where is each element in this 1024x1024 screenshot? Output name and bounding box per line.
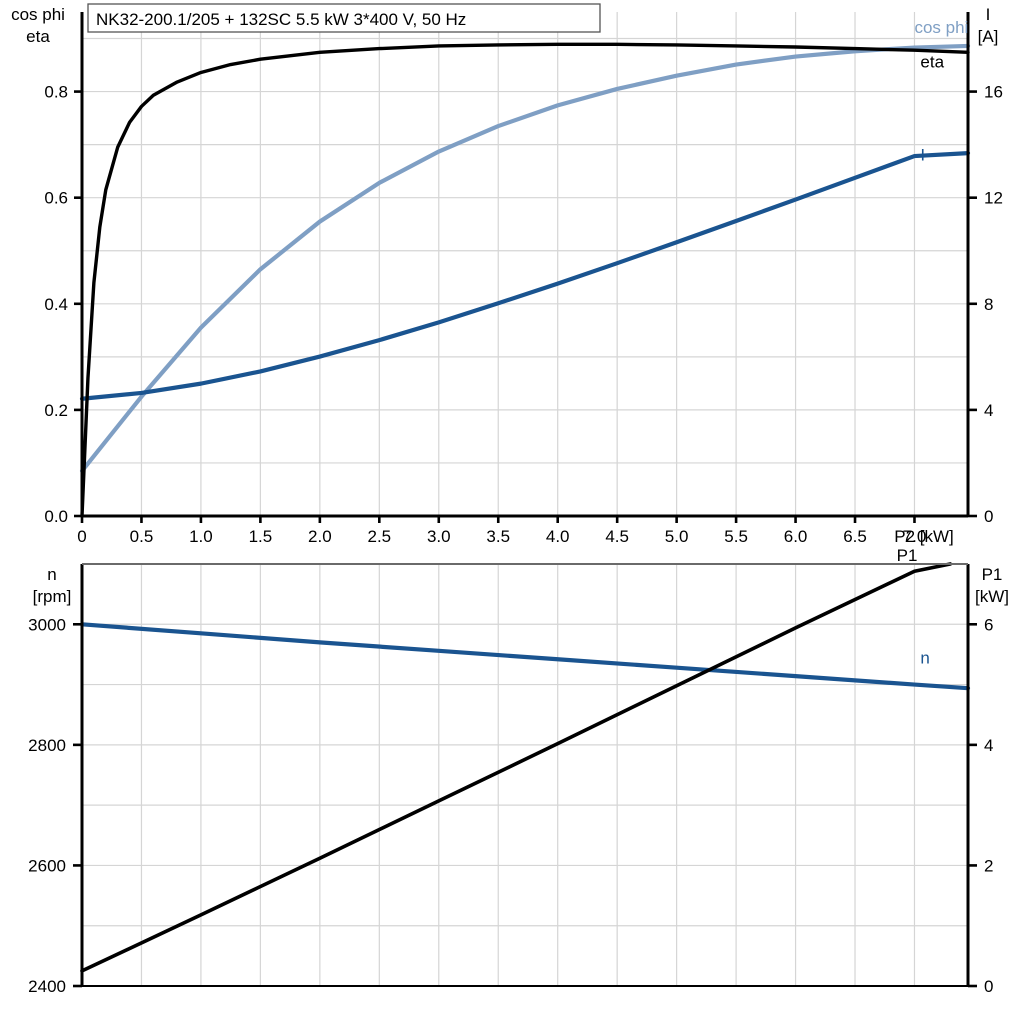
curve-I [79, 151, 971, 401]
curve-eta [80, 42, 970, 518]
tick-label-left: 0.2 [44, 401, 68, 420]
tick-label-right: 0 [984, 977, 993, 996]
tick-label-right: 16 [984, 83, 1003, 102]
tick-label-right: 12 [984, 189, 1003, 208]
tick-label-bottom: 4.0 [546, 527, 570, 546]
bottom-left-axis-unit: [rpm] [33, 587, 72, 606]
tick-label-right: 8 [984, 295, 993, 314]
tick-label-bottom: 4.5 [605, 527, 629, 546]
bottom-right-axis-label-p1: P1 [982, 565, 1003, 584]
series-label-P1: P1 [897, 546, 918, 565]
tick-label-bottom: 6.0 [784, 527, 808, 546]
tick-label-left: 3000 [28, 615, 66, 634]
tick-label-bottom: 5.5 [724, 527, 748, 546]
tick-label-bottom: 7.0 [903, 527, 927, 546]
top-right-axis-label-current: I [986, 5, 991, 24]
bottom-right-axis-unit: [kW] [975, 587, 1009, 606]
tick-label-left: 0.4 [44, 295, 68, 314]
bottom-chart-group: 2400 2600 2800 3000 0 2 4 6 n [rpm] P1 [kW] P1 n [28, 546, 1009, 996]
tick-label-bottom: 5.0 [665, 527, 689, 546]
series-label-n: n [920, 648, 929, 667]
tick-label-bottom: 6.5 [843, 527, 867, 546]
top-right-axis-unit: [A] [978, 27, 999, 46]
series-label-cos-phi: cos phi [914, 18, 968, 37]
tick-label-right: 2 [984, 856, 993, 875]
series-label-I: I [920, 146, 925, 165]
tick-label-left: 0.8 [44, 83, 68, 102]
tick-label-left: 0.6 [44, 189, 68, 208]
top-chart-group: 0.0 0.2 0.4 0.6 0.8 0 4 8 12 16 0 0.5 1.0 1.5 2.0 2.5 3.… [11, 3, 1003, 546]
tick-label-bottom: 3.0 [427, 527, 451, 546]
x-axis-label: P2 [kW] [894, 527, 954, 546]
tick-label-bottom: 3.5 [486, 527, 510, 546]
tick-label-left: 2600 [28, 856, 66, 875]
tick-label-bottom: 1.5 [249, 527, 273, 546]
tick-label-bottom: 2.0 [308, 527, 332, 546]
tick-label-right: 4 [984, 736, 993, 755]
series-label-eta: eta [920, 53, 944, 72]
tick-label-right: 6 [984, 615, 993, 634]
tick-label-right: 4 [984, 401, 993, 420]
curve-n [79, 622, 971, 691]
tick-label-bottom: 0 [77, 527, 86, 546]
top-left-axis-label-cosphi: cos phi [11, 5, 65, 24]
tick-label-bottom: 0.5 [130, 527, 154, 546]
tick-label-left: 2400 [28, 977, 66, 996]
top-left-axis-label-eta: eta [26, 27, 50, 46]
tick-label-left: 0.0 [44, 507, 68, 526]
curve-P1 [80, 562, 952, 973]
tick-label-right: 0 [984, 507, 993, 526]
tick-label-bottom: 1.0 [189, 527, 213, 546]
title-box [87, 3, 601, 33]
bottom-left-axis-label-speed: n [47, 565, 56, 584]
tick-label-bottom: 2.5 [367, 527, 391, 546]
curve-cos-phi [79, 43, 971, 474]
tick-label-left: 2800 [28, 736, 66, 755]
chart-title: NK32-200.1/205 + 132SC 5.5 kW 3*400 V, 5… [96, 10, 466, 29]
